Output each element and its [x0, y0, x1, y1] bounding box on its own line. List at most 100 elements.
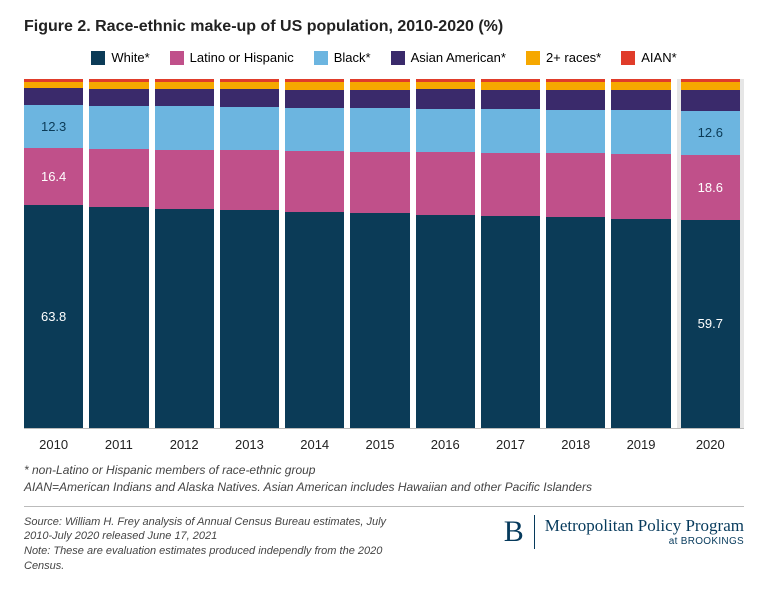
brand-lockup: B Metropolitan Policy Program at BROOKIN… — [504, 515, 744, 549]
bar — [89, 79, 148, 428]
legend-label: Black* — [334, 50, 371, 65]
bar-slot — [481, 79, 540, 428]
bar-segment-asian — [89, 89, 148, 106]
bar-slot — [546, 79, 605, 428]
bar-segment-black — [220, 107, 279, 150]
bar-segment-latino — [481, 153, 540, 216]
bar — [481, 79, 540, 428]
bar-segment-two — [285, 82, 344, 90]
bar-segment-asian — [681, 90, 740, 111]
bar-segment-white — [89, 207, 148, 428]
footer: Source: William H. Frey analysis of Annu… — [24, 515, 744, 574]
divider — [24, 506, 744, 507]
bar-segment-two — [350, 82, 409, 90]
bar-segment-asian — [285, 90, 344, 108]
x-axis-label: 2017 — [481, 437, 540, 452]
legend-item: 2+ races* — [526, 50, 601, 65]
bar-slot: 59.718.612.6 — [677, 79, 744, 428]
legend-swatch — [391, 51, 405, 65]
bar-segment-two — [546, 82, 605, 90]
bar-segment-black — [416, 109, 475, 153]
bar-segment-black: 12.3 — [24, 105, 83, 148]
bar-segment-asian — [350, 90, 409, 109]
legend-item: AIAN* — [621, 50, 676, 65]
footnote-line: * non-Latino or Hispanic members of race… — [24, 462, 744, 479]
bar-segment-latino — [220, 150, 279, 210]
bar-slot — [89, 79, 148, 428]
bar-segment-white — [285, 212, 344, 428]
bar-segment-latino — [155, 150, 214, 209]
bar-segment-asian — [155, 89, 214, 106]
legend-swatch — [314, 51, 328, 65]
bar-segment-latino — [546, 153, 605, 217]
bar — [416, 79, 475, 428]
x-axis-label: 2013 — [220, 437, 279, 452]
legend-item: White* — [91, 50, 149, 65]
bar-segment-black — [546, 110, 605, 154]
bar: 63.816.412.3 — [24, 79, 83, 428]
bar-slot — [611, 79, 670, 428]
legend-swatch — [170, 51, 184, 65]
bar-segment-asian — [24, 88, 83, 105]
legend-label: Latino or Hispanic — [190, 50, 294, 65]
bar-segment-white — [481, 216, 540, 428]
bar-segment-black — [481, 109, 540, 153]
bar-segment-two — [155, 82, 214, 89]
bar-segment-two — [24, 82, 83, 89]
legend-item: Latino or Hispanic — [170, 50, 294, 65]
bar-segment-two — [416, 82, 475, 90]
bar-slot — [220, 79, 279, 428]
bar-segment-white — [416, 215, 475, 428]
bar-segment-asian — [416, 89, 475, 108]
stacked-bar-chart: 63.816.412.3 59.718.612.6 — [24, 79, 744, 429]
brand-text: Metropolitan Policy Program at BROOKINGS — [545, 516, 744, 547]
x-axis-label: 2018 — [546, 437, 605, 452]
bar — [155, 79, 214, 428]
bar-segment-latino — [611, 154, 670, 219]
x-axis-label: 2019 — [611, 437, 670, 452]
legend-label: 2+ races* — [546, 50, 601, 65]
bar-segment-latino: 18.6 — [681, 155, 740, 220]
bar-segment-black — [350, 108, 409, 151]
bar — [220, 79, 279, 428]
footnote-line: AIAN=American Indians and Alaska Natives… — [24, 479, 744, 496]
bar — [350, 79, 409, 428]
bar: 59.718.612.6 — [681, 79, 740, 428]
chart-title: Figure 2. Race-ethnic make-up of US popu… — [24, 18, 744, 36]
bar-segment-white — [155, 209, 214, 428]
x-axis-label: 2012 — [155, 437, 214, 452]
bar-segment-black — [89, 106, 148, 149]
footnote: * non-Latino or Hispanic members of race… — [24, 462, 744, 496]
brookings-b-icon: B — [504, 515, 535, 549]
legend-label: Asian American* — [411, 50, 506, 65]
bar-segment-two — [481, 82, 540, 90]
bar — [285, 79, 344, 428]
x-axis-label: 2015 — [350, 437, 409, 452]
bar-slot — [416, 79, 475, 428]
bar-segment-asian — [546, 90, 605, 110]
source-note: Source: William H. Frey analysis of Annu… — [24, 515, 404, 574]
bar-segment-black — [155, 106, 214, 149]
legend-swatch — [526, 51, 540, 65]
bar-slot — [155, 79, 214, 428]
bar-segment-black — [285, 108, 344, 151]
bar-segment-two — [220, 82, 279, 89]
legend-item: Asian American* — [391, 50, 506, 65]
legend-label: White* — [111, 50, 149, 65]
legend: White* Latino or Hispanic Black* Asian Amer… — [24, 50, 744, 65]
brand-sub: at BROOKINGS — [545, 536, 744, 547]
brand-main: Metropolitan Policy Program — [545, 516, 744, 536]
bar-segment-latino — [89, 149, 148, 207]
bar-slot: 63.816.412.3 — [24, 79, 83, 428]
x-axis-label: 2011 — [89, 437, 148, 452]
source-line: Source: William H. Frey analysis of Annu… — [24, 515, 404, 545]
bar-segment-white — [350, 213, 409, 428]
x-axis-label: 2014 — [285, 437, 344, 452]
bar-segment-white — [546, 217, 605, 428]
x-axis-label: 2020 — [677, 437, 744, 452]
legend-label: AIAN* — [641, 50, 676, 65]
bar-segment-asian — [481, 90, 540, 110]
bar-segment-white: 63.8 — [24, 205, 83, 428]
x-axis-label: 2010 — [24, 437, 83, 452]
bar-segment-asian — [220, 89, 279, 107]
